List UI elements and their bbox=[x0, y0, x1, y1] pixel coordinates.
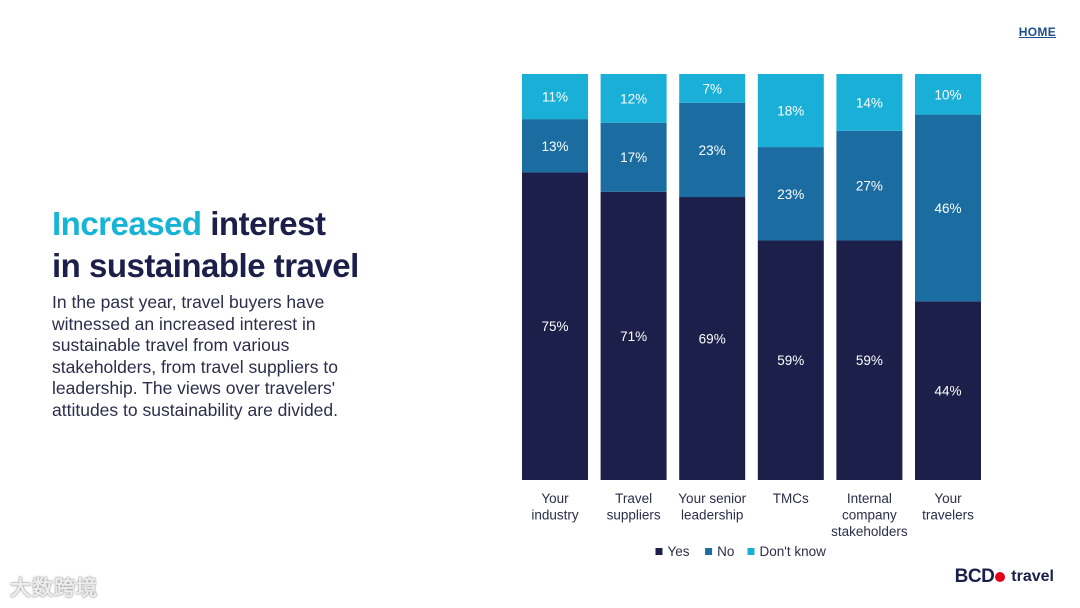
stacked-bar-chart: 75% 13% 11% Your industry 71% 17% 12% Travel supp… bbox=[522, 74, 981, 559]
data-label: 44% bbox=[934, 384, 961, 399]
bar-segment bbox=[522, 172, 588, 480]
category-label: TMCs bbox=[773, 491, 809, 506]
category-label: Your bbox=[541, 491, 569, 506]
headline-accent: Increased bbox=[52, 205, 202, 242]
category-label: stakeholders bbox=[831, 524, 908, 539]
data-label: 12% bbox=[620, 91, 647, 106]
bar-segment bbox=[679, 102, 746, 198]
legend-label: No bbox=[717, 544, 734, 559]
page-title: Increased interest in sustainable travel bbox=[52, 203, 359, 287]
bar-segment bbox=[679, 74, 746, 103]
category-label: suppliers bbox=[607, 508, 661, 523]
data-label: 23% bbox=[699, 143, 726, 158]
legend-label: Yes bbox=[668, 544, 690, 559]
legend-label: Don't know bbox=[760, 544, 827, 559]
legend-swatch bbox=[747, 548, 755, 555]
legend-swatch bbox=[655, 548, 663, 555]
logo-word: travel bbox=[1011, 568, 1054, 585]
bar-segment bbox=[522, 74, 588, 120]
bar-segment bbox=[915, 114, 981, 302]
watermark: 大数跨境 bbox=[10, 577, 98, 600]
logo-mark: BCD bbox=[954, 566, 995, 587]
category-label: Travel bbox=[615, 491, 652, 506]
bcd-travel-logo: BCD travel bbox=[955, 566, 1054, 588]
bar-segment bbox=[757, 240, 824, 480]
legend-swatch bbox=[705, 548, 713, 555]
logo-dot-icon bbox=[995, 572, 1006, 582]
data-label: 75% bbox=[541, 319, 568, 334]
data-label: 11% bbox=[542, 90, 568, 105]
bar-segment bbox=[600, 191, 667, 481]
data-label: 7% bbox=[702, 81, 722, 96]
bar-segment bbox=[757, 147, 824, 241]
data-label: 18% bbox=[777, 104, 804, 119]
data-label: 13% bbox=[541, 139, 568, 154]
bar-segment bbox=[836, 74, 903, 131]
category-label: travelers bbox=[922, 508, 974, 523]
bar-segment bbox=[757, 74, 824, 148]
bar-segment bbox=[836, 130, 903, 241]
data-label: 17% bbox=[620, 150, 647, 165]
category-label: leadership bbox=[681, 508, 743, 523]
body-text: In the past year, travel buyers have wit… bbox=[52, 292, 338, 420]
data-label: 59% bbox=[777, 353, 804, 368]
data-label: 59% bbox=[856, 353, 883, 368]
data-label: 46% bbox=[934, 201, 961, 216]
category-label: Your bbox=[934, 491, 962, 506]
headline-rest: interest bbox=[210, 205, 326, 242]
category-label: Your senior bbox=[678, 491, 746, 506]
data-label: 71% bbox=[620, 329, 647, 344]
data-label: 10% bbox=[934, 87, 961, 102]
headline-line2: in sustainable travel bbox=[52, 247, 359, 284]
bar-segment bbox=[679, 197, 746, 480]
data-label: 23% bbox=[777, 187, 804, 202]
home-link[interactable]: HOME bbox=[1018, 25, 1056, 39]
bar-segment bbox=[600, 74, 667, 123]
bar-segment bbox=[522, 119, 588, 173]
data-label: 14% bbox=[856, 95, 883, 110]
data-label: 27% bbox=[856, 179, 883, 194]
bar-segment bbox=[600, 122, 667, 192]
category-label: industry bbox=[531, 508, 579, 523]
category-label: Internal bbox=[847, 491, 892, 506]
bar-segment bbox=[915, 301, 981, 480]
category-label: company bbox=[842, 508, 897, 523]
bar-segment bbox=[836, 240, 903, 480]
data-label: 69% bbox=[699, 332, 726, 347]
bar-segment bbox=[915, 74, 981, 115]
